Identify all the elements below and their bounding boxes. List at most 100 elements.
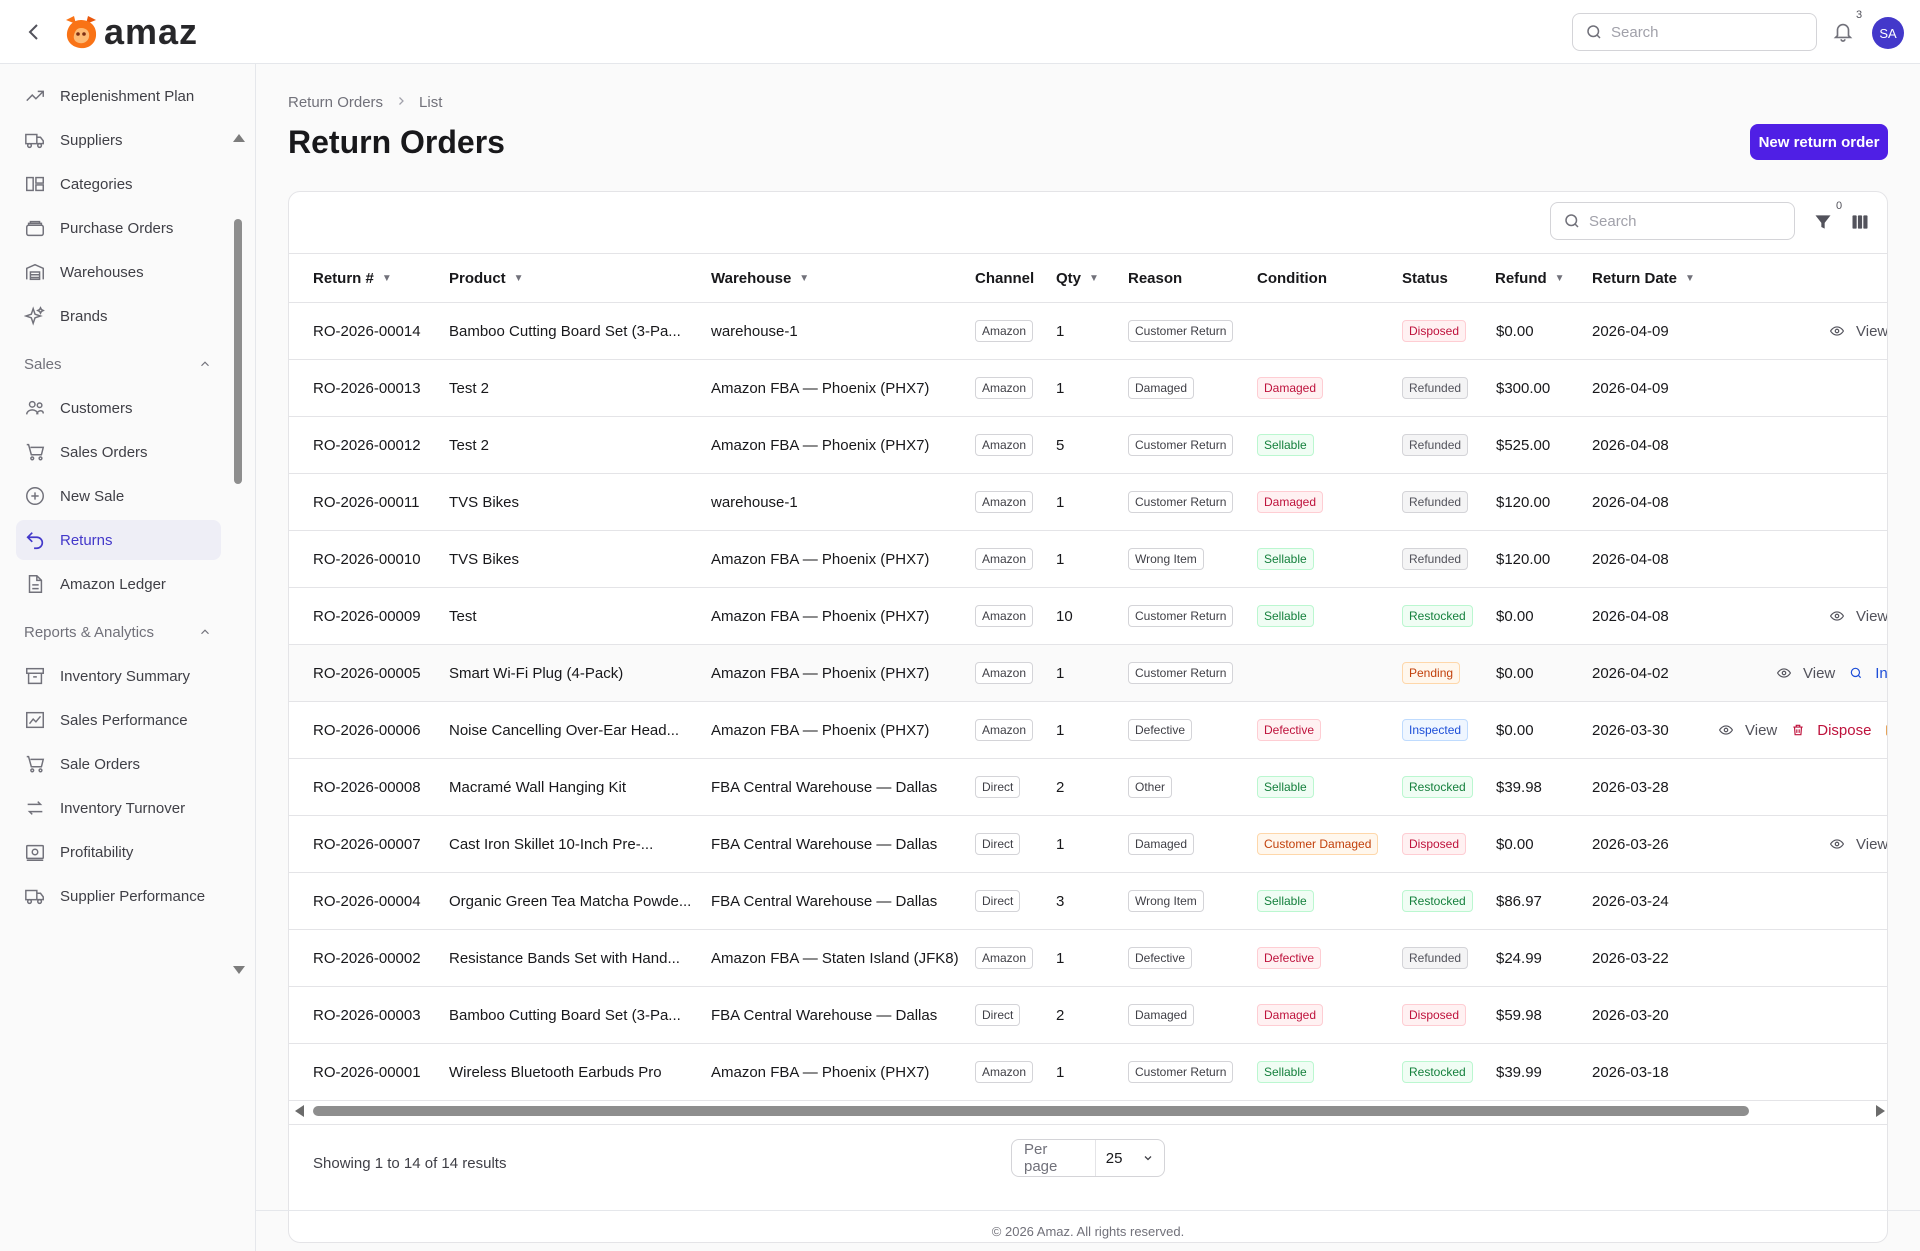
inspect-icon <box>1849 666 1869 680</box>
categories-icon <box>24 173 46 195</box>
table-row[interactable]: RO-2026-00011 TVS Bikes warehouse-1 Amazon 1… <box>289 474 1887 531</box>
table-row[interactable]: RO-2026-00010 TVS Bikes Amazon FBA — Phoen… <box>289 531 1887 588</box>
date-text: 2026-03-22 <box>1592 949 1669 967</box>
table-row[interactable]: RO-2026-00004 Organic Green Tea Matcha Po… <box>289 873 1887 930</box>
global-search[interactable] <box>1572 13 1817 51</box>
scroll-down-arrow[interactable] <box>233 966 245 974</box>
column-header-return-date[interactable]: Return Date ▼ <box>1592 254 1695 302</box>
id-text: RO-2026-00003 <box>313 1006 421 1024</box>
sidebar-scrollbar-thumb[interactable] <box>234 219 242 484</box>
table-body: RO-2026-00014 Bamboo Cutting Board Set (3… <box>289 303 1888 1101</box>
inspect-button[interactable]: Insp <box>1849 665 1887 682</box>
column-header-qty[interactable]: Qty ▼ <box>1056 254 1099 302</box>
column-header-return-no[interactable]: Return # ▼ <box>313 254 392 302</box>
view-button[interactable]: View <box>1830 323 1887 340</box>
sidebar-item-warehouses[interactable]: Warehouses <box>16 252 221 292</box>
per-page-value[interactable]: 25 <box>1096 1150 1164 1167</box>
horizontal-scrollbar[interactable] <box>289 1100 1887 1122</box>
table-row[interactable]: RO-2026-00001 Wireless Bluetooth Earbuds … <box>289 1044 1887 1101</box>
sidebar-item-sales-orders[interactable]: Sales Orders <box>16 432 221 472</box>
sidebar-item-categories[interactable]: Categories <box>16 164 221 204</box>
table-row[interactable]: RO-2026-00002 Resistance Bands Set with H… <box>289 930 1887 987</box>
table-row[interactable]: RO-2026-00014 Bamboo Cutting Board Set (3… <box>289 303 1887 360</box>
view-label: View <box>1856 835 1888 853</box>
sidebar-item-label: Profitability <box>60 843 134 861</box>
scroll-right-arrow[interactable] <box>1876 1105 1885 1117</box>
channel-badge: Direct <box>975 890 1021 912</box>
table-row[interactable]: RO-2026-00006 Noise Cancelling Over-Ear H… <box>289 702 1887 759</box>
column-header-product[interactable]: Product ▼ <box>449 254 524 302</box>
column-header-refund[interactable]: Refund ▼ <box>1495 254 1565 302</box>
column-header-condition: Condition <box>1257 254 1327 302</box>
column-header-warehouse[interactable]: Warehouse ▼ <box>711 254 809 302</box>
table-row[interactable]: RO-2026-00009 Test Amazon FBA — Phoenix (P… <box>289 588 1887 645</box>
sidebar-scrollbar[interactable] <box>233 134 245 974</box>
avatar[interactable]: SA <box>1872 17 1904 49</box>
filter-button[interactable]: 0 <box>1813 200 1842 232</box>
cell-qty: 1 <box>1056 303 1064 359</box>
edit-icon[interactable] <box>1885 722 1887 738</box>
sidebar-item-suppliers[interactable]: Suppliers <box>16 120 221 160</box>
reason-badge: Defective <box>1128 947 1193 969</box>
sidebar-group-sales[interactable]: Sales <box>24 352 212 376</box>
chevron-up-icon <box>201 629 209 635</box>
sidebar-item-amazon-ledger[interactable]: Amazon Ledger <box>16 564 221 604</box>
per-page-select[interactable]: Per page 25 <box>1011 1139 1165 1177</box>
sidebar-item-inventory-turnover[interactable]: Inventory Turnover <box>16 788 221 828</box>
back-icon[interactable] <box>22 20 46 44</box>
status-badge: Pending <box>1402 662 1461 684</box>
table-row[interactable]: RO-2026-00003 Bamboo Cutting Board Set (3… <box>289 987 1887 1044</box>
warehouse-text: FBA Central Warehouse — Dallas <box>711 835 938 853</box>
cell-reason: Customer Return <box>1128 474 1234 530</box>
sidebar-item-purchase-orders[interactable]: Purchase Orders <box>16 208 221 248</box>
table-row[interactable]: RO-2026-00005 Smart Wi-Fi Plug (4-Pack) Am… <box>289 645 1887 702</box>
view-button[interactable]: View <box>1830 608 1887 625</box>
cell-warehouse: Amazon FBA — Phoenix (PHX7) <box>711 360 966 416</box>
channel-badge: Amazon <box>975 662 1034 684</box>
table-row[interactable]: RO-2026-00013 Test 2 Amazon FBA — Phoenix … <box>289 360 1887 417</box>
view-button[interactable]: View <box>1719 722 1777 739</box>
dispose-button[interactable]: Dispose <box>1791 722 1871 739</box>
notifications-button[interactable]: 3 <box>1832 9 1862 44</box>
cell-warehouse: Amazon FBA — Phoenix (PHX7) <box>711 645 966 701</box>
reason-badge: Damaged <box>1128 1004 1195 1026</box>
sidebar-item-supplier-performance[interactable]: Supplier Performance <box>16 876 221 916</box>
sidebar-item-returns[interactable]: Returns <box>16 520 221 560</box>
cell-product: Bamboo Cutting Board Set (3-Pa... <box>449 987 694 1043</box>
table-row[interactable]: RO-2026-00008 Macramé Wall Hanging Kit FBA… <box>289 759 1887 816</box>
new-return-order-button[interactable]: New return order <box>1750 124 1888 160</box>
scroll-left-arrow[interactable] <box>295 1105 304 1117</box>
sidebar-item-sales-performance[interactable]: Sales Performance <box>16 700 221 740</box>
sidebar-item-profitability[interactable]: Profitability <box>16 832 221 872</box>
table-search[interactable] <box>1550 202 1795 240</box>
cell-status: Inspected <box>1402 702 1469 758</box>
qty-text: 1 <box>1056 379 1065 397</box>
sidebar-group-reports[interactable]: Reports & Analytics <box>24 620 212 644</box>
view-button[interactable]: View <box>1830 835 1888 853</box>
channel-badge: Amazon <box>975 320 1034 342</box>
breadcrumb-root[interactable]: Return Orders <box>288 94 384 111</box>
sidebar-item-customers[interactable]: Customers <box>16 388 221 428</box>
breadcrumb-current: List <box>419 94 443 111</box>
table-row[interactable]: RO-2026-00012 Test 2 Amazon FBA — Phoenix … <box>289 417 1887 474</box>
sidebar-item-brands[interactable]: Brands <box>16 296 221 336</box>
warehouse-text: FBA Central Warehouse — Dallas <box>711 892 938 910</box>
qty-text: 10 <box>1056 607 1073 625</box>
sidebar-item-new-sale[interactable]: New Sale <box>16 476 221 516</box>
horizontal-scrollbar-thumb[interactable] <box>313 1106 1749 1116</box>
app-logo[interactable]: amaz <box>62 12 198 52</box>
sidebar-item-replenishment-plan[interactable]: Replenishment Plan <box>16 76 221 116</box>
view-button[interactable]: View <box>1777 665 1835 682</box>
scroll-up-arrow[interactable] <box>233 134 245 142</box>
table-search-input[interactable] <box>1589 212 1769 230</box>
global-search-input[interactable] <box>1611 23 1791 41</box>
columns-toggle-button[interactable] <box>1850 212 1870 232</box>
cell-reason: Customer Return <box>1128 1044 1234 1100</box>
sidebar-item-sale-orders[interactable]: Sale Orders <box>16 744 221 784</box>
table-row[interactable]: RO-2026-00007 Cast Iron Skillet 10-Inch P… <box>289 816 1888 873</box>
product-text: Cast Iron Skillet 10-Inch Pre-... <box>449 835 654 853</box>
sidebar-item-inventory-summary[interactable]: Inventory Summary <box>16 656 221 696</box>
cell-refund: $525.00 <box>1496 417 1550 473</box>
warehouse-text: Amazon FBA — Phoenix (PHX7) <box>711 1063 930 1081</box>
warehouse-text: warehouse-1 <box>711 493 798 511</box>
